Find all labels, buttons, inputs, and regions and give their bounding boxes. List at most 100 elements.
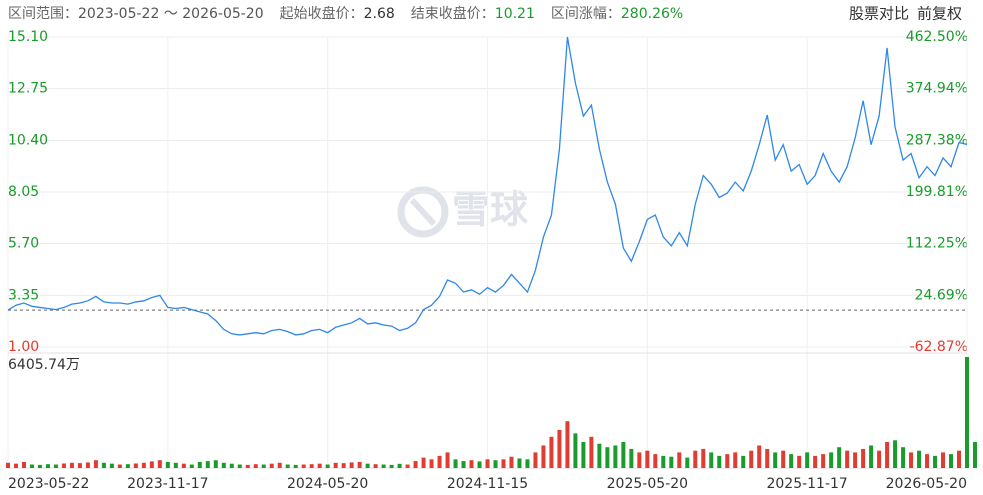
volume-bar: [757, 445, 762, 468]
volume-bar: [173, 462, 178, 468]
volume-bar: [317, 463, 322, 468]
y2-tick-label: 199.81%: [906, 184, 968, 200]
volume-bar: [773, 452, 778, 468]
y2-tick-label: 374.94%: [906, 81, 968, 97]
volume-bar: [701, 448, 706, 468]
volume-bar: [725, 454, 730, 468]
volume-bar: [821, 454, 826, 468]
header-value: 2.68: [364, 6, 395, 22]
volume-bar: [621, 442, 626, 468]
volume-bar: [813, 455, 818, 468]
volume-bar: [837, 447, 842, 468]
volume-bar: [245, 464, 250, 468]
y2-tick-label: 112.25%: [906, 236, 968, 252]
volume-bar: [485, 459, 490, 468]
volume-bar: [741, 455, 746, 468]
watermark: 雪球: [452, 188, 529, 232]
volume-bar: [21, 461, 26, 468]
button[interactable]: 前复权: [917, 5, 962, 23]
y-tick-label: 15.10: [8, 29, 48, 45]
volume-bar: [453, 459, 458, 468]
volume-bar: [917, 450, 922, 468]
volume-bar: [933, 455, 938, 468]
volume-bar: [213, 460, 218, 468]
volume-bar: [221, 462, 226, 468]
x-tick-label: 2025-05-20: [607, 476, 688, 492]
header-label: 结束收盘价：: [411, 5, 495, 22]
y-tick-label: 3.35: [8, 287, 39, 303]
volume-bar: [237, 464, 242, 468]
volume-bar: [357, 461, 362, 468]
volume-bar: [253, 464, 258, 468]
volume-bar: [461, 461, 466, 468]
volume-tick-label: 6405.74万: [8, 357, 80, 373]
volume-bar: [781, 450, 786, 468]
volume-bar: [341, 463, 346, 468]
volume-bar: [229, 463, 234, 468]
volume-bar: [901, 447, 906, 468]
volume-bar: [37, 464, 42, 468]
volume-bar: [557, 429, 562, 468]
volume-bar: [597, 443, 602, 468]
volume-bar: [373, 464, 378, 468]
volume-bar: [445, 452, 450, 468]
volume-bar: [181, 463, 186, 468]
volume-bar: [469, 460, 474, 468]
volume-bar: [101, 462, 106, 468]
volume-bar: [533, 452, 538, 468]
volume-bar: [29, 464, 34, 468]
header-label: 区间范围：: [8, 5, 78, 22]
volume-bar: [829, 452, 834, 468]
y2-tick-label: -62.87%: [910, 339, 968, 355]
y-tick-label: 1.00: [8, 339, 39, 355]
volume-bar: [972, 442, 977, 468]
volume-bar: [765, 448, 770, 468]
volume-bar: [693, 450, 698, 468]
volume-bar: [165, 461, 170, 468]
volume-bar: [805, 452, 810, 468]
volume-bar: [749, 450, 754, 468]
volume-bar: [573, 433, 578, 468]
volume-bar: [477, 461, 482, 468]
volume-bar: [293, 464, 298, 468]
volume-bar: [797, 455, 802, 468]
volume-bar: [565, 421, 570, 468]
price-line: [7, 36, 968, 336]
x-tick-label: 2026-05-20: [886, 476, 967, 492]
volume-bar: [381, 464, 386, 468]
volume-bar: [261, 464, 266, 468]
y-tick-label: 5.70: [8, 236, 39, 252]
volume-bar: [909, 452, 914, 468]
volume-bar: [845, 450, 850, 468]
header-label: 起始收盘价：: [280, 5, 364, 22]
x-tick-label: 2024-05-20: [287, 476, 368, 492]
volume-bar: [541, 445, 546, 468]
volume-bar: [125, 464, 130, 468]
header-value: 280.26%: [621, 6, 683, 22]
volume-bar: [69, 462, 74, 468]
volume-bar: [149, 461, 154, 468]
volume-bar: [789, 454, 794, 468]
volume-bar: [309, 464, 314, 468]
volume-bar: [589, 436, 594, 468]
volume-bar: [365, 463, 370, 468]
volume-bar: [277, 462, 282, 468]
volume-bar: [501, 459, 506, 468]
y2-tick-label: 287.38%: [906, 132, 968, 148]
volume-bar: [77, 463, 82, 468]
volume-bar: [133, 463, 138, 468]
x-tick-label: 2023-11-17: [127, 476, 208, 492]
header-label: 区间涨幅：: [551, 6, 621, 22]
volume-bar: [325, 464, 330, 468]
volume-bar: [629, 448, 634, 468]
volume-bar: [405, 464, 410, 468]
volume-bar: [893, 440, 898, 468]
volume-bar: [45, 464, 50, 468]
button[interactable]: 股票对比: [849, 5, 909, 23]
volume-bar: [413, 461, 418, 468]
volume-bar: [717, 455, 722, 468]
volume-bar: [645, 450, 650, 468]
volume-bar: [949, 454, 954, 468]
volume-bar: [685, 457, 690, 468]
